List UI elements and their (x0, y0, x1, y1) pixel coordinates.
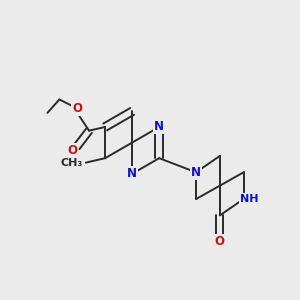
Text: O: O (67, 143, 77, 157)
Text: N: N (154, 121, 164, 134)
Text: O: O (215, 235, 225, 248)
Text: O: O (72, 102, 82, 115)
Text: NH: NH (240, 194, 258, 204)
Text: N: N (191, 166, 201, 179)
Text: CH₃: CH₃ (61, 158, 83, 168)
Text: N: N (127, 167, 137, 180)
